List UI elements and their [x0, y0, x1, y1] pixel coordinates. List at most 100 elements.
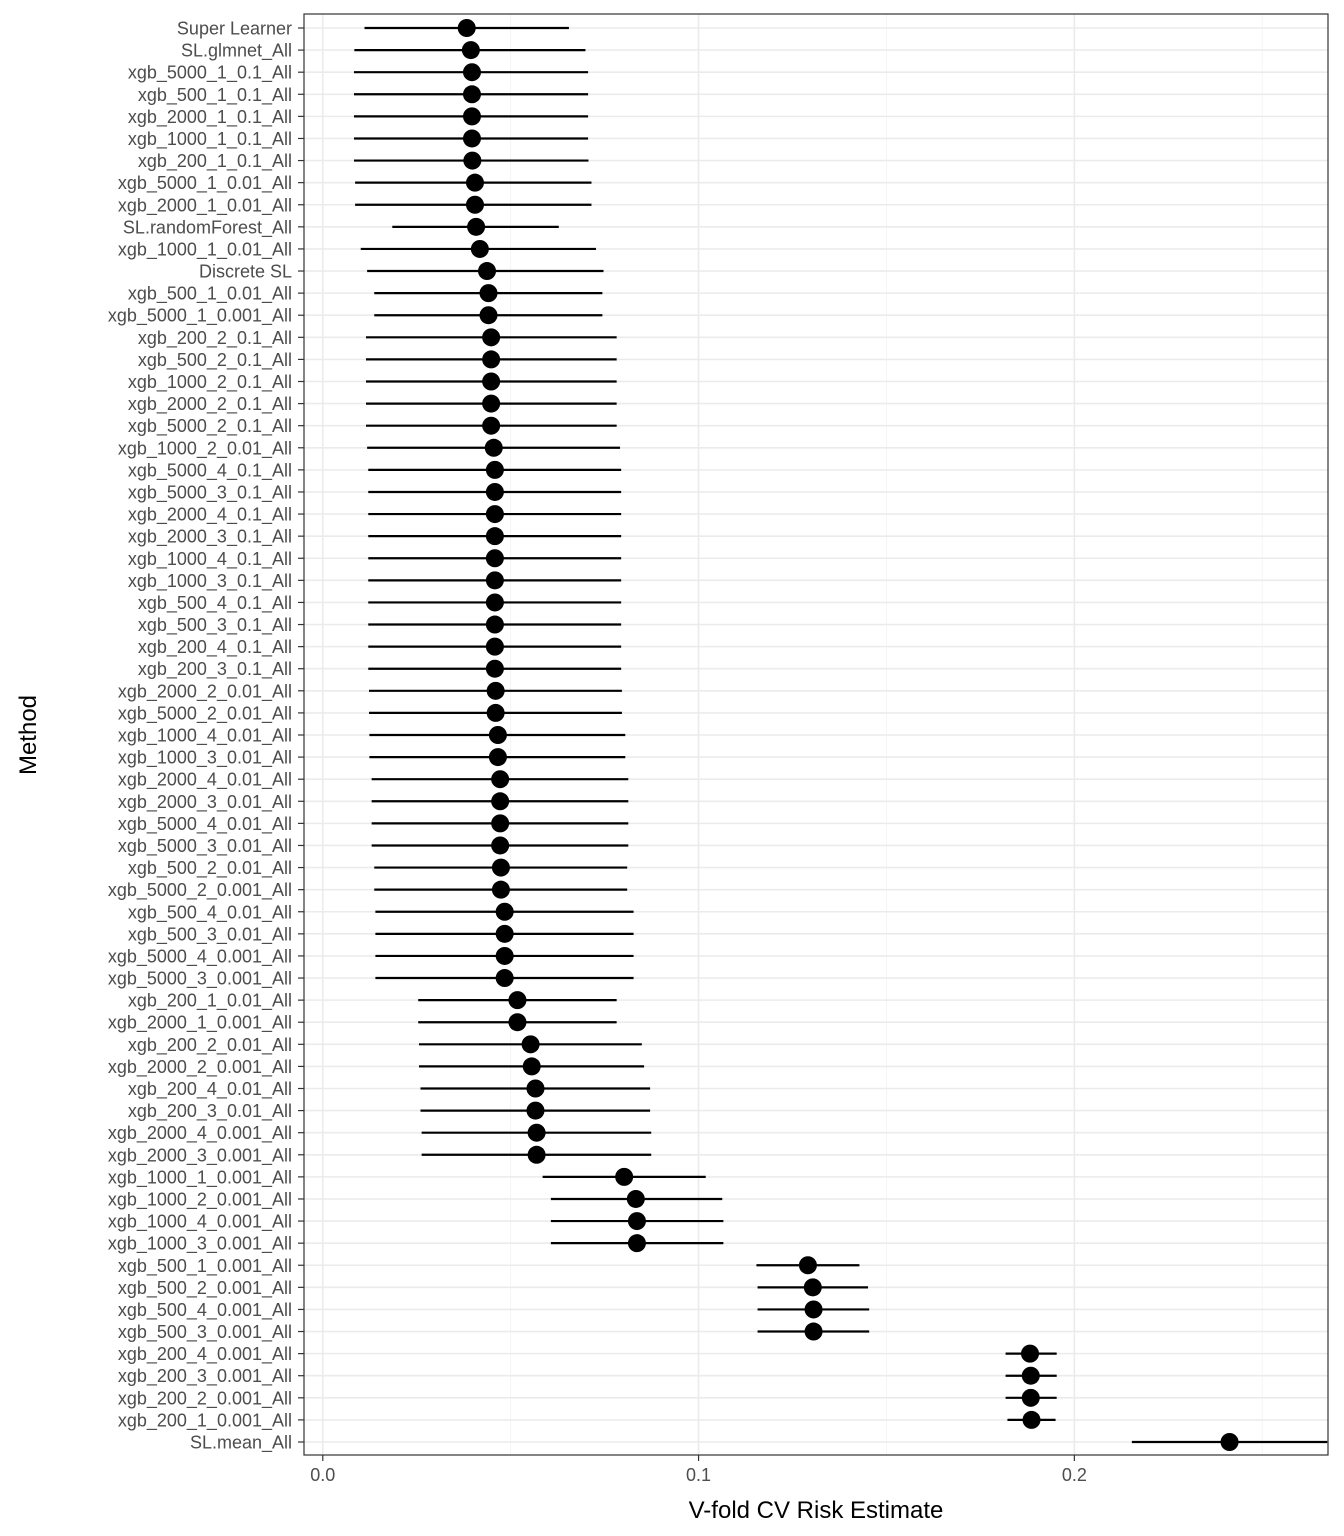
estimate-point [495, 946, 514, 965]
y-tick-label: xgb_5000_2_0.01_All [118, 703, 292, 724]
estimate-point [627, 1234, 646, 1253]
y-tick-label: xgb_2000_1_0.01_All [118, 195, 292, 216]
y-tick-label: xgb_200_2_0.001_All [118, 1388, 292, 1409]
y-axis-title: Method [15, 695, 42, 775]
y-tick-label: xgb_200_4_0.1_All [138, 637, 292, 658]
x-axis: 0.0 0.1 0.2 [310, 1455, 1087, 1485]
y-tick-label: xgb_1000_2_0.01_All [118, 438, 292, 459]
y-tick-label: xgb_500_3_0.001_All [118, 1322, 292, 1343]
y-tick-label: xgb_500_1_0.01_All [128, 284, 292, 305]
y-tick-label: xgb_1000_2_0.001_All [108, 1189, 292, 1210]
estimate-point [798, 1256, 817, 1275]
y-tick-label: xgb_1000_3_0.01_All [118, 748, 292, 769]
estimate-point [1021, 1344, 1040, 1363]
y-tick-label: xgb_5000_1_0.01_All [118, 173, 292, 194]
y-tick-label: xgb_500_2_0.1_All [138, 350, 292, 371]
y-tick-label: xgb_1000_4_0.01_All [118, 726, 292, 747]
y-tick-label: xgb_2000_2_0.001_All [108, 1057, 292, 1078]
estimate-point [482, 328, 501, 347]
y-tick-label: xgb_200_2_0.1_All [138, 328, 292, 349]
y-tick-label: xgb_200_2_0.01_All [128, 1035, 292, 1056]
estimate-point [491, 880, 510, 899]
y-tick-label: xgb_500_3_0.01_All [128, 924, 292, 945]
estimate-point [495, 924, 514, 943]
estimate-point [485, 549, 504, 568]
estimate-point [484, 438, 503, 457]
y-tick-label: xgb_1000_4_0.1_All [128, 549, 292, 570]
estimate-point [485, 593, 504, 612]
y-tick-label: xgb_5000_4_0.01_All [118, 814, 292, 835]
y-tick-label: xgb_500_4_0.1_All [138, 593, 292, 614]
estimate-point [485, 637, 504, 656]
estimate-point [491, 792, 510, 811]
y-tick-label: xgb_5000_1_0.1_All [128, 63, 292, 84]
y-tick-label: xgb_5000_4_0.1_All [128, 460, 292, 481]
estimate-point [526, 1079, 545, 1098]
estimate-point [462, 85, 481, 104]
estimate-point [495, 969, 514, 988]
y-tick-label: xgb_500_1_0.001_All [118, 1256, 292, 1277]
estimate-point [527, 1145, 546, 1164]
estimate-point [495, 902, 514, 921]
y-tick-label: xgb_1000_1_0.1_All [128, 129, 292, 150]
point-ranges [353, 19, 1328, 1451]
estimate-point [486, 681, 505, 700]
estimate-point [479, 306, 498, 325]
estimate-point [465, 195, 484, 214]
estimate-point [467, 217, 486, 236]
x-tick-label: 0.2 [1062, 1465, 1087, 1485]
estimate-point [521, 1035, 540, 1054]
y-tick-label: xgb_2000_3_0.1_All [128, 527, 292, 548]
y-axis: Super LearnerSL.glmnet_Allxgb_5000_1_0.1… [108, 19, 304, 1454]
y-tick-label: xgb_500_4_0.01_All [128, 902, 292, 923]
y-tick-label: xgb_200_1_0.01_All [128, 991, 292, 1012]
y-tick-label: xgb_2000_3_0.01_All [118, 792, 292, 813]
estimate-point [482, 416, 501, 435]
estimate-point [1021, 1366, 1040, 1385]
estimate-point [491, 814, 510, 833]
estimate-point [479, 284, 498, 303]
y-tick-label: xgb_2000_1_0.001_All [108, 1013, 292, 1034]
estimate-point [482, 350, 501, 369]
y-tick-label: xgb_200_4_0.001_All [118, 1344, 292, 1365]
estimate-point [457, 19, 476, 37]
y-tick-label: SL.mean_All [190, 1433, 292, 1454]
y-tick-label: xgb_1000_3_0.1_All [128, 571, 292, 592]
y-tick-label: xgb_1000_1_0.01_All [118, 239, 292, 260]
estimate-point [527, 1123, 546, 1142]
estimate-point [522, 1057, 541, 1076]
estimate-point [462, 129, 481, 148]
estimate-point [508, 1013, 527, 1032]
y-tick-label: xgb_200_3_0.001_All [118, 1366, 292, 1387]
estimate-point [482, 394, 501, 413]
estimate-point [1021, 1388, 1040, 1407]
estimate-point [463, 151, 482, 170]
y-tick-label: Super Learner [177, 19, 292, 39]
y-tick-label: xgb_5000_3_0.01_All [118, 836, 292, 857]
estimate-point [491, 858, 510, 877]
y-tick-label: xgb_2000_4_0.1_All [128, 505, 292, 526]
estimate-point [482, 372, 501, 391]
y-tick-label: xgb_5000_4_0.001_All [108, 946, 292, 967]
y-tick-label: xgb_200_4_0.01_All [128, 1079, 292, 1100]
estimate-point [804, 1300, 823, 1319]
estimate-point [491, 770, 510, 789]
y-tick-label: xgb_5000_3_0.1_All [128, 482, 292, 503]
estimate-point [491, 836, 510, 855]
y-tick-label: xgb_500_2_0.01_All [128, 858, 292, 879]
y-tick-label: xgb_500_2_0.001_All [118, 1278, 292, 1299]
y-tick-label: xgb_5000_2_0.001_All [108, 880, 292, 901]
x-axis-title: V-fold CV Risk Estimate [689, 1497, 944, 1524]
y-tick-label: xgb_2000_3_0.001_All [108, 1145, 292, 1166]
estimate-point [485, 571, 504, 590]
y-tick-label: xgb_2000_4_0.001_All [108, 1123, 292, 1144]
y-tick-label: xgb_2000_4_0.01_All [118, 770, 292, 791]
estimate-point [486, 703, 505, 722]
y-tick-label: SL.glmnet_All [181, 41, 292, 62]
x-tick-label: 0.1 [686, 1465, 711, 1485]
y-tick-label: xgb_2000_2_0.1_All [128, 394, 292, 415]
y-tick-label: xgb_200_1_0.001_All [118, 1410, 292, 1431]
estimate-point [803, 1278, 822, 1297]
y-tick-label: SL.randomForest_All [123, 217, 292, 238]
